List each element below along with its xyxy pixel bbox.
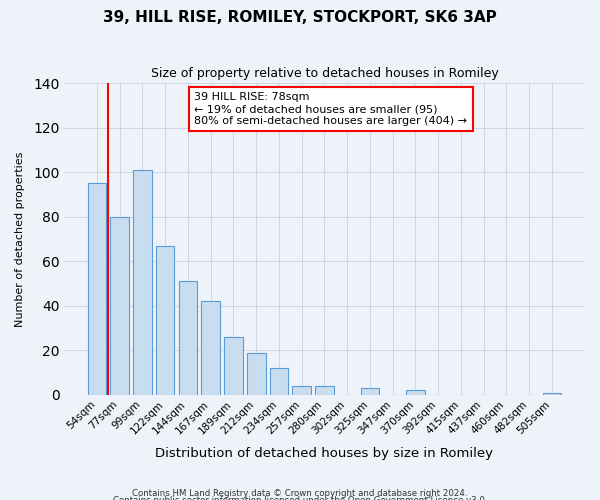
Y-axis label: Number of detached properties: Number of detached properties [15, 152, 25, 326]
Text: 39, HILL RISE, ROMILEY, STOCKPORT, SK6 3AP: 39, HILL RISE, ROMILEY, STOCKPORT, SK6 3… [103, 10, 497, 25]
Text: 39 HILL RISE: 78sqm
← 19% of detached houses are smaller (95)
80% of semi-detach: 39 HILL RISE: 78sqm ← 19% of detached ho… [194, 92, 467, 126]
Title: Size of property relative to detached houses in Romiley: Size of property relative to detached ho… [151, 68, 499, 80]
Bar [110, 216, 129, 395]
Bar [224, 337, 243, 395]
Text: Contains public sector information licensed under the Open Government Licence v3: Contains public sector information licen… [113, 496, 487, 500]
Bar [179, 282, 197, 395]
Bar [269, 368, 288, 395]
Bar [542, 392, 562, 395]
Bar [133, 170, 152, 395]
Bar [292, 386, 311, 395]
Bar [88, 184, 106, 395]
Bar [315, 386, 334, 395]
Bar [202, 302, 220, 395]
Text: Contains HM Land Registry data © Crown copyright and database right 2024.: Contains HM Land Registry data © Crown c… [132, 488, 468, 498]
Bar [156, 246, 175, 395]
Bar [247, 352, 266, 395]
Bar [361, 388, 379, 395]
Bar [406, 390, 425, 395]
X-axis label: Distribution of detached houses by size in Romiley: Distribution of detached houses by size … [155, 447, 493, 460]
